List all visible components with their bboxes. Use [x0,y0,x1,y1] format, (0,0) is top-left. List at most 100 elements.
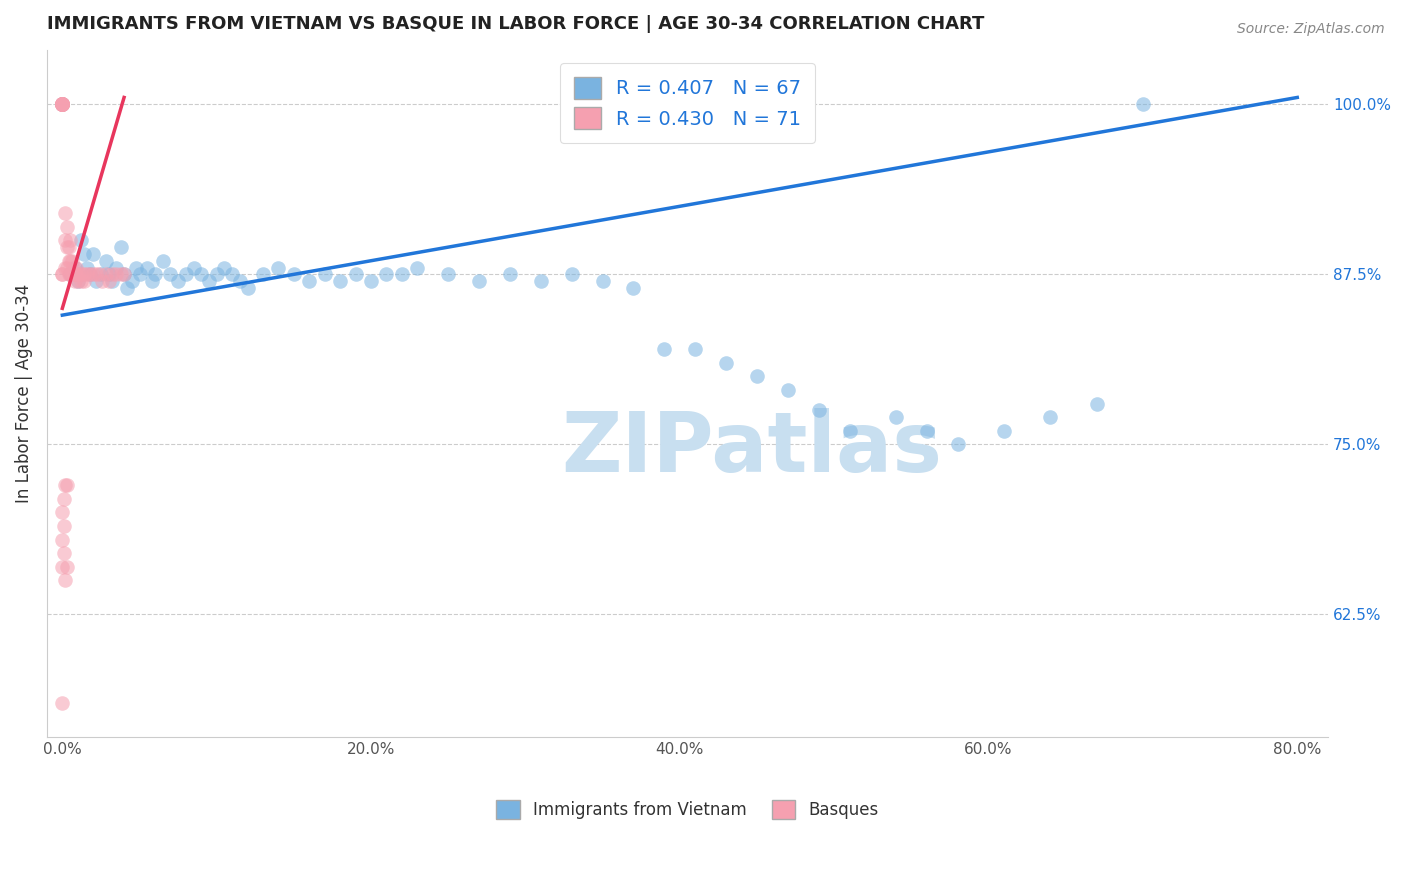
Point [60,268,83,282]
Point [112,268,135,282]
Point [59,233,82,247]
Point [592,274,614,288]
Point [105,260,128,275]
Point [51,97,73,112]
Point [51,97,73,112]
Point [437,268,460,282]
Point [73,268,96,282]
Point [344,268,367,282]
Point [391,268,413,282]
Point [56,260,79,275]
Point [125,260,148,275]
Point [329,274,352,288]
Point [1039,410,1062,425]
Point [100,268,122,282]
Point [51,97,73,112]
Point [59,253,82,268]
Point [745,369,768,384]
Point [946,437,969,451]
Point [51,97,73,112]
Point [283,268,305,282]
Point [105,268,128,282]
Point [51,97,73,112]
Legend: Immigrants from Vietnam, Basques: Immigrants from Vietnam, Basques [484,787,891,832]
Point [205,268,228,282]
Point [56,240,79,254]
Point [56,478,79,492]
Point [65,268,87,282]
Point [76,260,98,275]
Point [51,97,73,112]
Point [51,97,73,112]
Point [59,268,82,282]
Point [94,253,117,268]
Point [97,274,120,288]
Point [90,268,112,282]
Point [79,268,101,282]
Point [63,274,86,288]
Point [298,274,321,288]
Point [51,97,73,112]
Point [89,268,111,282]
Point [79,268,101,282]
Point [143,268,166,282]
Point [82,247,104,261]
Point [58,253,80,268]
Point [66,268,89,282]
Point [499,268,522,282]
Point [468,274,491,288]
Point [152,253,174,268]
Point [73,274,96,288]
Point [128,268,150,282]
Point [55,260,77,275]
Point [190,268,212,282]
Point [62,260,84,275]
Point [561,268,583,282]
Point [141,274,163,288]
Point [51,97,73,112]
Point [214,260,236,275]
Point [51,97,73,112]
Point [121,274,143,288]
Point [94,268,117,282]
Point [136,260,159,275]
Point [198,274,221,288]
Point [159,268,181,282]
Point [221,268,243,282]
Point [807,403,830,417]
Point [406,260,429,275]
Point [51,505,73,519]
Point [112,268,135,282]
Point [51,97,73,112]
Point [56,559,79,574]
Point [58,240,80,254]
Point [51,97,73,112]
Point [993,424,1015,438]
Point [55,233,77,247]
Text: Source: ZipAtlas.com: Source: ZipAtlas.com [1237,22,1385,37]
Point [66,274,89,288]
Point [66,274,89,288]
Point [55,574,77,588]
Point [73,247,96,261]
Point [58,268,80,282]
Point [84,274,107,288]
Point [100,274,122,288]
Point [167,274,190,288]
Point [51,97,73,112]
Point [55,206,77,220]
Point [51,533,73,547]
Point [360,274,382,288]
Point [915,424,938,438]
Point [714,356,737,370]
Point [51,97,73,112]
Point [91,274,114,288]
Point [110,240,132,254]
Point [1085,396,1108,410]
Point [530,274,553,288]
Text: ZIPatlas: ZIPatlas [561,408,942,489]
Point [51,97,73,112]
Point [623,281,645,295]
Point [110,268,132,282]
Point [84,268,107,282]
